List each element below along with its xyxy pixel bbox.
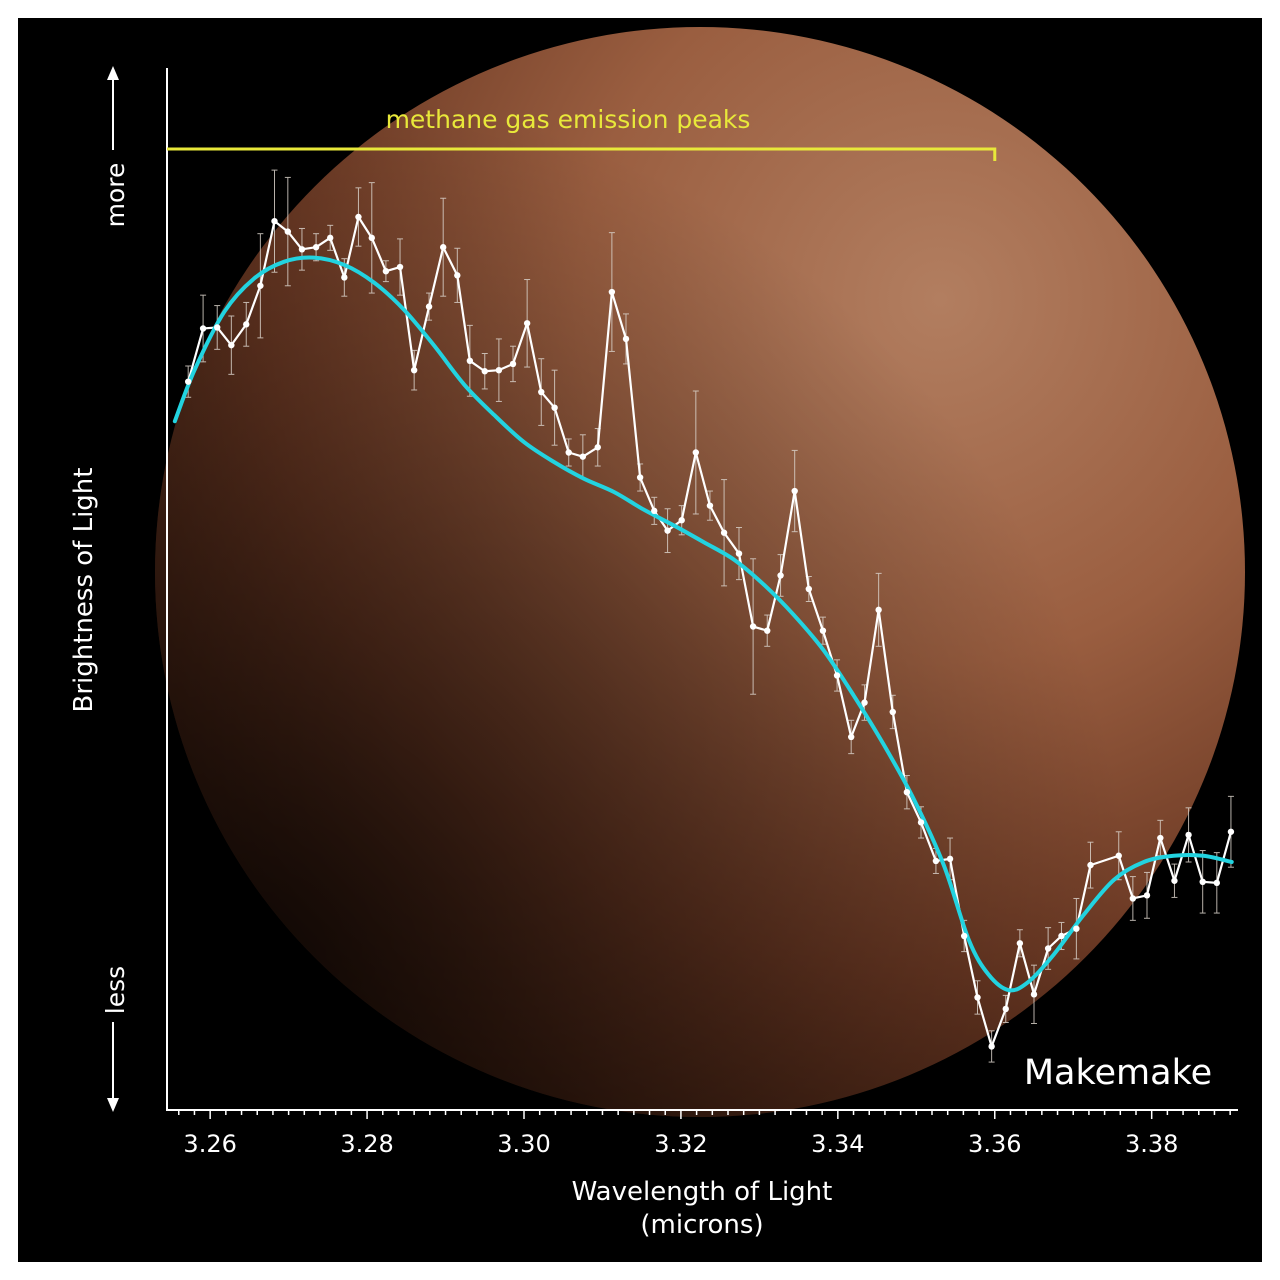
observed-data-point (1115, 852, 1122, 859)
x-tick-label: 3.32 (654, 1130, 707, 1158)
y-less-label: less (101, 966, 130, 1014)
observed-data-point (622, 335, 630, 343)
object-label: Makemake (1024, 1053, 1212, 1093)
observed-data-point (284, 228, 292, 235)
observed-data-point (777, 572, 784, 579)
observed-data-point (861, 699, 868, 706)
x-axis-label: Wavelength of Light (572, 1177, 833, 1207)
observed-data-point (692, 449, 700, 456)
observed-data-point (974, 994, 981, 1001)
observed-data-point (608, 288, 616, 296)
observed-data-point (271, 217, 278, 225)
observed-data-point (875, 606, 882, 614)
observed-data-point (454, 272, 461, 279)
model-fit-line (172, 255, 1234, 993)
observed-data-point (1213, 879, 1221, 887)
observed-data-point (706, 502, 714, 509)
observed-data-point (1157, 834, 1164, 842)
observed-data-point (257, 282, 264, 289)
observed-data-point (228, 341, 235, 349)
observed-data-point (382, 267, 390, 275)
methane-annotation-bracket (167, 147, 997, 161)
x-axis-units: (microns) (640, 1210, 763, 1240)
observed-data-point (481, 368, 488, 375)
observed-data-point (425, 303, 433, 310)
observed-data-point (819, 627, 827, 634)
observed-data-point (988, 1043, 995, 1050)
x-tick-label: 3.28 (340, 1130, 393, 1158)
observed-data-point (960, 932, 968, 940)
observed-data-point (1227, 828, 1235, 835)
observed-data-point (1087, 861, 1094, 869)
observed-data-point (495, 366, 503, 374)
observed-data-point (678, 517, 685, 524)
observed-data-point (1002, 1005, 1009, 1013)
observed-data-point (791, 487, 798, 495)
x-tick-label: 3.30 (497, 1130, 550, 1158)
more-arrow-icon (107, 66, 119, 150)
observed-data-point (1044, 945, 1052, 952)
observed-data-point (749, 623, 757, 630)
observed-data-point (396, 263, 404, 271)
observed-data-point (214, 324, 221, 331)
observed-data-point (368, 234, 375, 242)
observed-data-point (466, 357, 474, 365)
observed-data-point (833, 672, 841, 679)
observed-spectrum-line (187, 215, 1232, 1048)
x-ticks: 3.26 3.28 3.30 3.32 3.34 3.36 3.38 (178, 1110, 1231, 1158)
observed-data-point (243, 321, 250, 328)
less-arrow-icon (107, 1022, 119, 1112)
x-tick-label: 3.26 (183, 1130, 236, 1158)
observed-data-point (327, 234, 334, 242)
observed-data-point (903, 788, 911, 796)
x-tick-label: 3.38 (1125, 1130, 1178, 1158)
observed-data-point (1030, 991, 1038, 998)
observed-data-point (889, 708, 896, 716)
observed-data-point (1058, 932, 1065, 940)
observed-data-point (720, 529, 728, 536)
observed-data-point (932, 857, 940, 865)
observed-data-point (1185, 831, 1192, 839)
observed-data-point (355, 213, 362, 221)
observed-data-point (1171, 877, 1178, 884)
observed-data-point (946, 855, 954, 863)
observed-data-point (199, 325, 207, 332)
observed-data-point (1199, 878, 1206, 886)
observed-data-point (764, 627, 771, 634)
y-axis-label: Brightness of Light (69, 468, 99, 713)
observed-data-point (1016, 940, 1024, 947)
data-series (172, 169, 1235, 1063)
observed-data-point (341, 274, 348, 281)
observed-data-point (551, 404, 558, 411)
observed-data-point (917, 819, 925, 826)
observed-data-point (1129, 895, 1137, 902)
observed-data-point (805, 585, 813, 593)
observed-data-point (509, 360, 517, 368)
observed-data-point (439, 244, 447, 251)
observed-data-point (565, 449, 572, 456)
observed-data-point (847, 733, 855, 741)
observed-data-point (184, 378, 192, 385)
observed-data-point (523, 320, 531, 327)
observed-data-point (594, 444, 601, 451)
observed-data-point (636, 474, 644, 481)
observed-data-point (410, 366, 418, 374)
observed-data-point (651, 507, 658, 515)
x-tick-label: 3.34 (811, 1130, 864, 1158)
planet-image (155, 27, 1245, 1117)
x-tick-label: 3.36 (968, 1130, 1021, 1158)
observed-data-point (538, 388, 545, 396)
observed-data-point (1073, 925, 1080, 932)
y-more-label: more (101, 163, 130, 228)
observed-data-point (735, 550, 743, 557)
observed-data-point (1143, 892, 1151, 899)
observed-data-point (298, 246, 306, 253)
observed-data-point (664, 527, 671, 534)
observed-data-point (312, 244, 320, 251)
methane-annotation-label: methane gas emission peaks (386, 105, 751, 134)
observed-data-point (579, 453, 587, 460)
